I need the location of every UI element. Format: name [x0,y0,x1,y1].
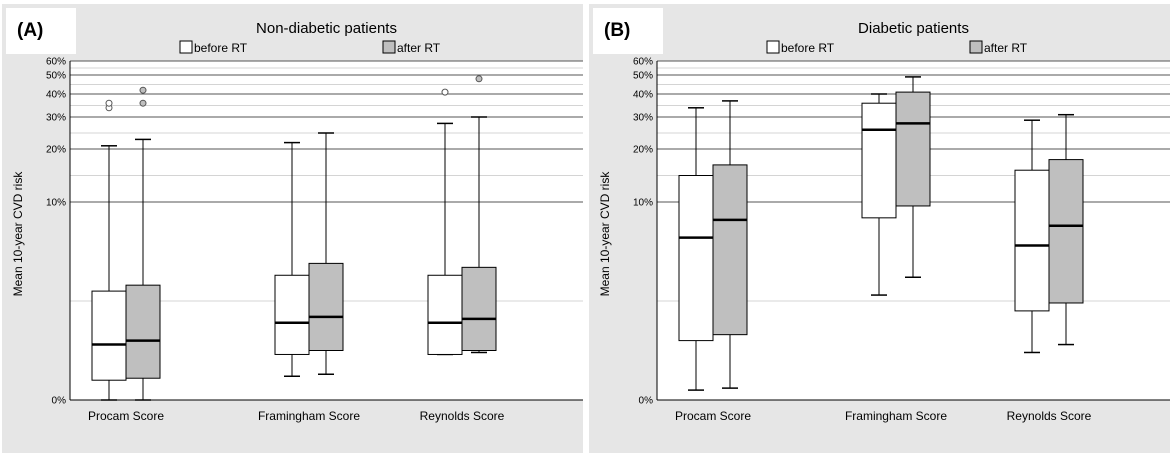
box-after-rt [895,76,931,278]
y-tick-label: 0% [639,396,654,407]
box-iqr [678,175,714,342]
y-tick-label: 30% [46,113,66,124]
box-iqr [427,274,463,355]
y-tick-label: 10% [46,198,66,209]
box-iqr [461,266,497,351]
y-tick-label: 30% [633,113,653,124]
box-iqr [91,290,127,381]
legend-swatch [382,40,396,54]
chart-title: Non-diabetic patients [256,20,397,37]
y-tick-label: 0% [52,396,67,407]
box-before-rt [427,88,463,356]
box-iqr [308,262,344,352]
x-tick-label: Reynolds Score [1007,409,1092,423]
box-before-rt [861,93,897,296]
legend-swatch [179,40,193,54]
boxplot-chart: 0% 10% 20% 30% 40% 50% 60% Mean 10-year CVD ris… [598,20,1170,423]
box-before-rt [678,107,714,391]
y-tick-label: 20% [46,145,66,156]
box-after-rt [1048,113,1084,346]
legend-label: before RT [781,41,835,55]
box-before-rt [1014,119,1050,354]
box-after-rt [308,132,344,376]
outlier-point [139,86,147,94]
box-after-rt [712,100,748,389]
panel-a: (A) 0% 10% 20% 30% 40% 50% 60% Mean 10-year CVD… [2,4,583,453]
y-tick-label: 50% [46,71,66,82]
panel-label: (B) [593,8,663,54]
x-tick-label: Framingham Score [845,409,947,423]
box-before-rt [91,99,127,401]
chart-title: Diabetic patients [858,20,969,37]
legend-label: after RT [397,41,441,55]
y-tick-label: 40% [633,90,653,101]
box-iqr [895,91,931,207]
y-tick-label: 50% [633,71,653,82]
boxplot-chart: 0% 10% 20% 30% 40% 50% 60% Mean 10-year CVD ris… [11,20,583,423]
panel-b: (B) 0% 10% 20% 30% 40% 50% 60% Mean 10-year CVD… [589,4,1170,453]
y-tick-label: 20% [633,145,653,156]
outlier-point [441,88,449,96]
y-tick-label: 60% [633,57,653,68]
box-iqr [1048,159,1084,304]
box-iqr [712,164,748,336]
y-tick-label: 40% [46,90,66,101]
box-after-rt [125,86,161,401]
y-tick-label: 10% [633,198,653,209]
x-tick-label: Reynolds Score [420,409,505,423]
box-before-rt [274,141,310,377]
box-iqr [125,284,161,379]
box-iqr [861,102,897,219]
legend-swatch [969,40,983,54]
y-axis-label: Mean 10-year CVD risk [598,171,612,297]
x-tick-label: Procam Score [88,409,164,423]
panel-label: (A) [6,8,76,54]
outlier-point [475,75,483,83]
x-tick-label: Procam Score [675,409,751,423]
x-tick-label: Framingham Score [258,409,360,423]
legend-label: after RT [984,41,1028,55]
box-iqr [274,274,310,355]
outlier-point [139,99,147,107]
box-after-rt [461,75,497,354]
legend-swatch [766,40,780,54]
y-tick-label: 60% [46,57,66,68]
legend-label: before RT [194,41,248,55]
box-iqr [1014,169,1050,312]
outlier-point [105,99,113,107]
y-axis-label: Mean 10-year CVD risk [11,171,25,297]
